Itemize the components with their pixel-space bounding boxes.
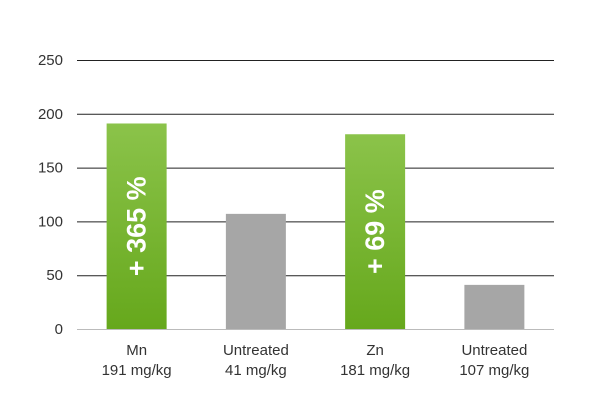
bar-percent-label: + 365 % xyxy=(122,176,152,276)
bar-3 xyxy=(464,284,525,329)
category-label: 41 mg/kg xyxy=(225,362,287,379)
y-tick-label: 150 xyxy=(38,160,63,177)
category-label: Zn xyxy=(366,342,384,359)
y-tick-label: 0 xyxy=(55,321,63,338)
x-axis-categories: Mn 191 mg/kg Untreated 41 mg/kg Zn 181 mg/kg U… xyxy=(102,342,530,379)
y-tick-label: 250 xyxy=(38,52,63,69)
category-label: Mn xyxy=(126,342,147,359)
bars: + 365 % + 69 % xyxy=(106,123,525,329)
category-label: Untreated xyxy=(461,342,527,359)
bar-0 xyxy=(106,123,167,329)
bar-2 xyxy=(345,134,406,329)
y-axis-ticks: 0 50 100 150 200 250 xyxy=(38,52,63,338)
category-label: 181 mg/kg xyxy=(340,362,410,379)
category-label: Untreated xyxy=(223,342,289,359)
y-tick-label: 50 xyxy=(46,267,63,284)
y-tick-label: 100 xyxy=(38,213,63,230)
y-tick-label: 200 xyxy=(38,106,63,123)
category-label: 107 mg/kg xyxy=(459,362,529,379)
category-label: 191 mg/kg xyxy=(102,362,172,379)
bar-percent-label: + 69 % xyxy=(360,189,390,274)
bar-1 xyxy=(225,213,286,329)
